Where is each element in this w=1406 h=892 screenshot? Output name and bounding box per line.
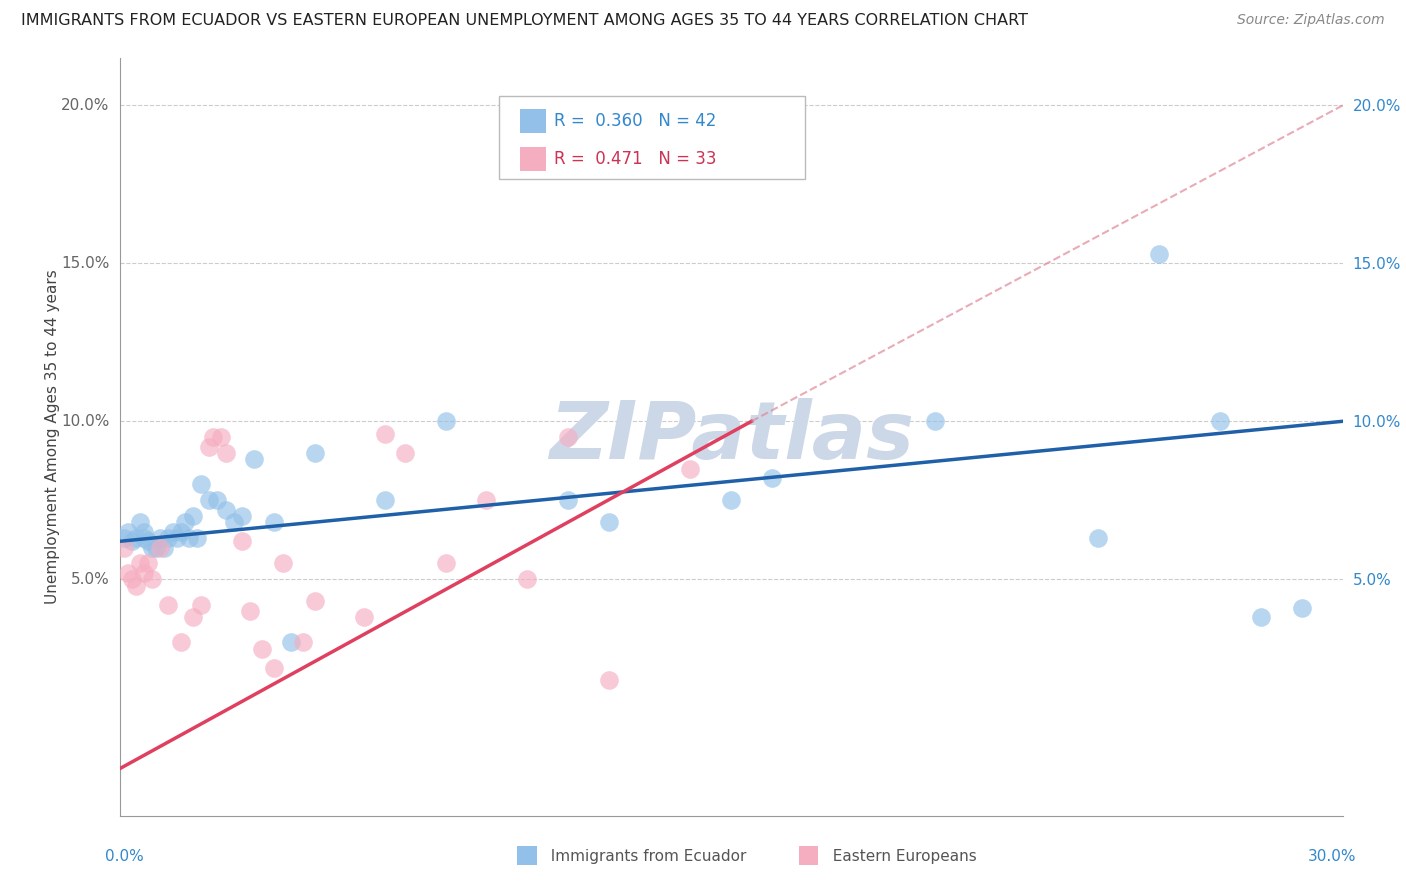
Point <box>207 493 229 508</box>
Text: 30.0%: 30.0% <box>1309 849 1357 864</box>
Point <box>177 531 200 545</box>
Point <box>214 446 236 460</box>
Point <box>173 516 195 530</box>
Point <box>214 502 236 516</box>
Text: Eastern Europeans: Eastern Europeans <box>823 849 976 864</box>
Point <box>141 541 163 555</box>
Text: R =  0.471   N = 33: R = 0.471 N = 33 <box>554 150 716 168</box>
Point <box>162 524 184 539</box>
Point <box>374 426 396 441</box>
Point <box>1087 531 1109 545</box>
Point <box>516 572 538 586</box>
Point <box>250 641 273 656</box>
Point <box>190 477 212 491</box>
Point <box>117 566 139 580</box>
Point <box>132 566 155 580</box>
Bar <box>519 109 547 133</box>
Point <box>1209 414 1232 428</box>
Bar <box>517 846 537 865</box>
Point <box>720 493 742 508</box>
Point <box>598 673 620 688</box>
Text: 0.0%: 0.0% <box>105 849 145 864</box>
Point <box>125 531 148 545</box>
FancyBboxPatch shape <box>499 96 804 179</box>
Point <box>679 461 702 475</box>
Point <box>149 541 172 555</box>
Point <box>190 598 212 612</box>
Text: 15.0%: 15.0% <box>62 256 110 271</box>
Point <box>181 610 204 624</box>
Point <box>271 557 294 571</box>
Point <box>304 594 326 608</box>
Point <box>761 471 783 485</box>
Bar <box>519 146 547 171</box>
Point <box>169 524 191 539</box>
Point <box>129 557 152 571</box>
Point <box>141 572 163 586</box>
Text: 5.0%: 5.0% <box>70 572 110 587</box>
Point <box>136 534 159 549</box>
Point <box>557 430 579 444</box>
Text: IMMIGRANTS FROM ECUADOR VS EASTERN EUROPEAN UNEMPLOYMENT AMONG AGES 35 TO 44 YEA: IMMIGRANTS FROM ECUADOR VS EASTERN EUROP… <box>21 13 1028 29</box>
Point <box>434 414 457 428</box>
Point <box>149 531 172 545</box>
Point <box>598 516 620 530</box>
Point <box>557 493 579 508</box>
Point <box>211 430 233 444</box>
Text: ZIPatlas: ZIPatlas <box>548 398 914 476</box>
Point <box>475 493 498 508</box>
Point <box>231 534 253 549</box>
Text: Unemployment Among Ages 35 to 44 years: Unemployment Among Ages 35 to 44 years <box>45 269 59 605</box>
Point <box>263 661 285 675</box>
Point <box>129 516 152 530</box>
Point <box>112 531 135 545</box>
Text: 10.0%: 10.0% <box>62 414 110 429</box>
Point <box>222 516 245 530</box>
Point <box>186 531 208 545</box>
Point <box>132 531 155 545</box>
Point <box>198 493 221 508</box>
Point <box>157 531 180 545</box>
Point <box>121 534 143 549</box>
Point <box>198 440 221 454</box>
Point <box>153 541 176 555</box>
Point <box>924 414 946 428</box>
Point <box>434 557 457 571</box>
Point <box>121 572 143 586</box>
Text: Source: ZipAtlas.com: Source: ZipAtlas.com <box>1237 13 1385 28</box>
Point <box>125 578 148 592</box>
Point <box>374 493 396 508</box>
Point <box>353 610 375 624</box>
Point <box>1291 600 1313 615</box>
Point <box>239 604 262 618</box>
Text: R =  0.360   N = 42: R = 0.360 N = 42 <box>554 112 716 130</box>
Point <box>169 635 191 649</box>
Point <box>263 516 285 530</box>
Point <box>202 430 225 444</box>
Point <box>145 541 167 555</box>
Point <box>181 509 204 524</box>
Point <box>1149 247 1171 261</box>
Point <box>280 635 302 649</box>
Text: Immigrants from Ecuador: Immigrants from Ecuador <box>541 849 747 864</box>
Point <box>112 541 135 555</box>
Point <box>1250 610 1272 624</box>
Point <box>166 531 188 545</box>
Point <box>117 524 139 539</box>
Point <box>132 524 155 539</box>
Point <box>136 557 159 571</box>
Bar <box>799 846 818 865</box>
Point <box>292 635 315 649</box>
Point <box>304 446 326 460</box>
Point <box>394 446 416 460</box>
Text: 20.0%: 20.0% <box>62 98 110 113</box>
Point <box>157 598 180 612</box>
Point <box>243 452 266 467</box>
Point <box>231 509 253 524</box>
